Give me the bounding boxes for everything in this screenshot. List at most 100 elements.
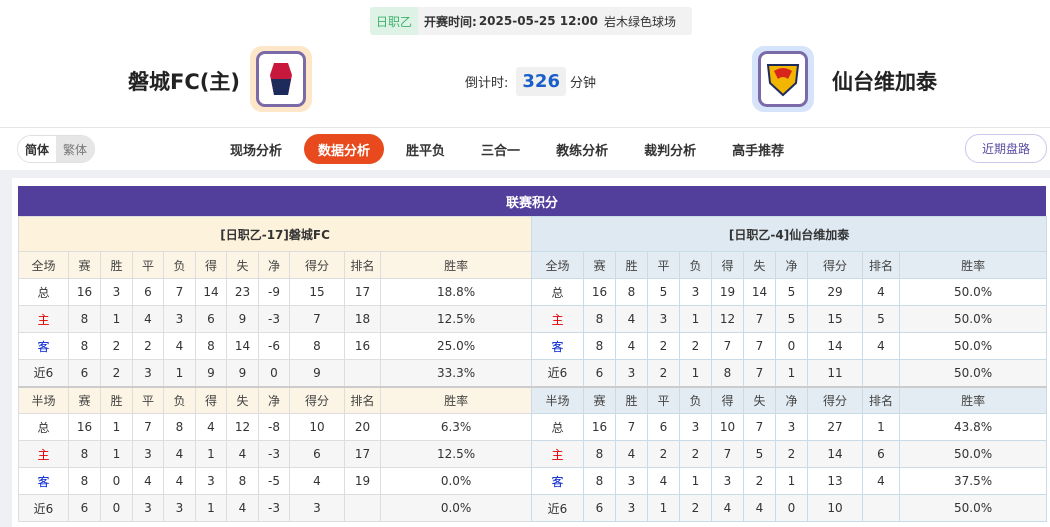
stat-cell: 1 [100, 413, 133, 441]
column-header: 赛 [68, 385, 101, 414]
column-header: 平 [647, 385, 680, 414]
stat-cell: 50.0% [898, 494, 1048, 522]
column-header: 胜 [615, 385, 648, 414]
stat-cell: 1 [775, 467, 808, 495]
row-label: 主 [18, 440, 69, 468]
stat-cell: 2 [647, 332, 680, 360]
stat-cell: 8 [68, 440, 101, 468]
stat-cell: 11 [807, 359, 863, 387]
tab-0[interactable]: 现场分析 [230, 143, 283, 159]
stat-cell: 37.5% [898, 467, 1048, 495]
stat-cell: 10 [807, 494, 863, 522]
stat-cell: 50.0% [898, 305, 1048, 333]
stat-cell: 3 [289, 494, 345, 522]
stat-cell: 5 [775, 305, 808, 333]
table-row: 主 8 1 4 3 6 9 -3 7 18 12.5% [18, 305, 533, 333]
row-label: 主 [531, 440, 584, 468]
stat-cell: 1 [195, 440, 227, 468]
stat-cell: 3 [132, 359, 164, 387]
column-header: 得分 [807, 385, 863, 414]
stat-cell: 2 [100, 359, 133, 387]
tab-2[interactable]: 胜平负 [406, 143, 446, 159]
half-label: 半场 [531, 385, 584, 414]
table-row: 主 8 4 3 1 12 7 5 15 5 50.0% [531, 305, 1048, 333]
stat-cell: 16 [68, 413, 101, 441]
row-label: 总 [18, 278, 69, 306]
column-header: 平 [132, 251, 164, 279]
venue: 岩木绿色球场 [603, 14, 676, 29]
table-row: 总 16 1 7 8 4 12 -8 10 20 6.3% [18, 413, 533, 441]
language-toggle[interactable]: 简体 繁体 [17, 135, 96, 163]
stat-cell: 6 [68, 359, 101, 387]
table-row: 客 8 2 2 4 8 14 -6 8 16 25.0% [18, 332, 533, 360]
away-team-name[interactable]: 仙台维加泰 [832, 70, 937, 94]
half-header-row: 半场赛胜平负得失净得分 排名 胜率 [18, 385, 533, 414]
home-team-logo[interactable] [250, 46, 312, 112]
lang-simplified[interactable]: 简体 [18, 136, 57, 162]
stat-cell: 6 [68, 494, 101, 522]
column-header: 得 [711, 251, 744, 279]
stat-cell: 12 [226, 413, 259, 441]
team-caption-row: [日职乙-17]磐城FC [17, 216, 533, 252]
stat-cell: 15 [807, 305, 863, 333]
row-label: 客 [531, 332, 584, 360]
row-label: 近6 [18, 494, 69, 522]
table-row: 近6 6 2 3 1 9 9 0 9 33.3% [18, 359, 533, 387]
shield-icon [270, 63, 292, 95]
column-header: 胜率 [898, 251, 1048, 279]
lang-traditional[interactable]: 繁体 [56, 136, 95, 162]
column-header: 胜率 [379, 385, 533, 414]
tab-4[interactable]: 教练分析 [556, 143, 609, 159]
stat-cell: 8 [289, 332, 345, 360]
stat-cell: 4 [132, 467, 164, 495]
stat-cell: 8 [195, 332, 227, 360]
row-label: 近6 [531, 494, 584, 522]
table-row: 总 16 7 6 3 10 7 3 27 1 43.8% [531, 413, 1048, 441]
full-label: 全场 [18, 251, 69, 279]
countdown: 倒计时: 326 分钟 [465, 67, 596, 96]
stat-cell: 0 [258, 359, 290, 387]
column-header: 排名 [344, 251, 381, 279]
tab-5[interactable]: 裁判分析 [644, 143, 697, 159]
half-label: 半场 [18, 385, 69, 414]
stat-cell: 16 [68, 278, 101, 306]
stat-cell: 25.0% [379, 332, 533, 360]
stat-cell: 12.5% [379, 305, 533, 333]
nav-bar: 简体 繁体 现场分析 数据分析 胜平负 三合一 教练分析 裁判分析 高手推荐 近期盘路 [0, 127, 1050, 170]
stat-cell: 3 [163, 494, 196, 522]
stat-cell: 14 [195, 278, 227, 306]
stat-cell: 3 [195, 467, 227, 495]
stat-cell: 2 [679, 494, 712, 522]
away-team-logo[interactable] [752, 46, 814, 112]
full-header-row: 全场赛胜平负得失净得分 排名 胜率 [18, 251, 533, 279]
team-caption-row: [日职乙-4]仙台维加泰 [530, 216, 1048, 252]
team-caption: [日职乙-4]仙台维加泰 [530, 216, 1048, 252]
row-label: 近6 [18, 359, 69, 387]
stat-cell: 8 [68, 332, 101, 360]
stat-cell: 10 [289, 413, 345, 441]
stat-cell: 16 [583, 278, 616, 306]
stat-cell: 3 [647, 305, 680, 333]
stat-cell: 8 [583, 467, 616, 495]
league-badge[interactable]: 日职乙 [370, 7, 419, 35]
stat-cell: 20 [344, 413, 381, 441]
stat-cell: 19 [344, 467, 381, 495]
stat-cell: 6 [583, 494, 616, 522]
stat-cell: 0.0% [379, 494, 533, 522]
kickoff-time: 2025-05-25 12:00 [478, 14, 598, 28]
stat-cell: 29 [807, 278, 863, 306]
stat-cell: 1 [100, 305, 133, 333]
stat-cell: 14 [807, 440, 863, 468]
column-header: 负 [679, 385, 712, 414]
table-row: 近6 6 0 3 3 1 4 -3 3 0.0% [18, 494, 533, 522]
recent-odds-button[interactable]: 近期盘路 [965, 134, 1047, 163]
tab-6[interactable]: 高手推荐 [732, 143, 785, 159]
tab-1[interactable]: 数据分析 [304, 134, 385, 164]
tab-3[interactable]: 三合一 [481, 143, 521, 159]
home-team-name[interactable]: 磐城FC(主) [128, 70, 240, 94]
column-header: 负 [163, 385, 196, 414]
stat-cell: 2 [743, 467, 776, 495]
stat-cell: 1 [163, 359, 196, 387]
stat-cell: 3 [615, 494, 648, 522]
stat-cell: 1 [775, 359, 808, 387]
